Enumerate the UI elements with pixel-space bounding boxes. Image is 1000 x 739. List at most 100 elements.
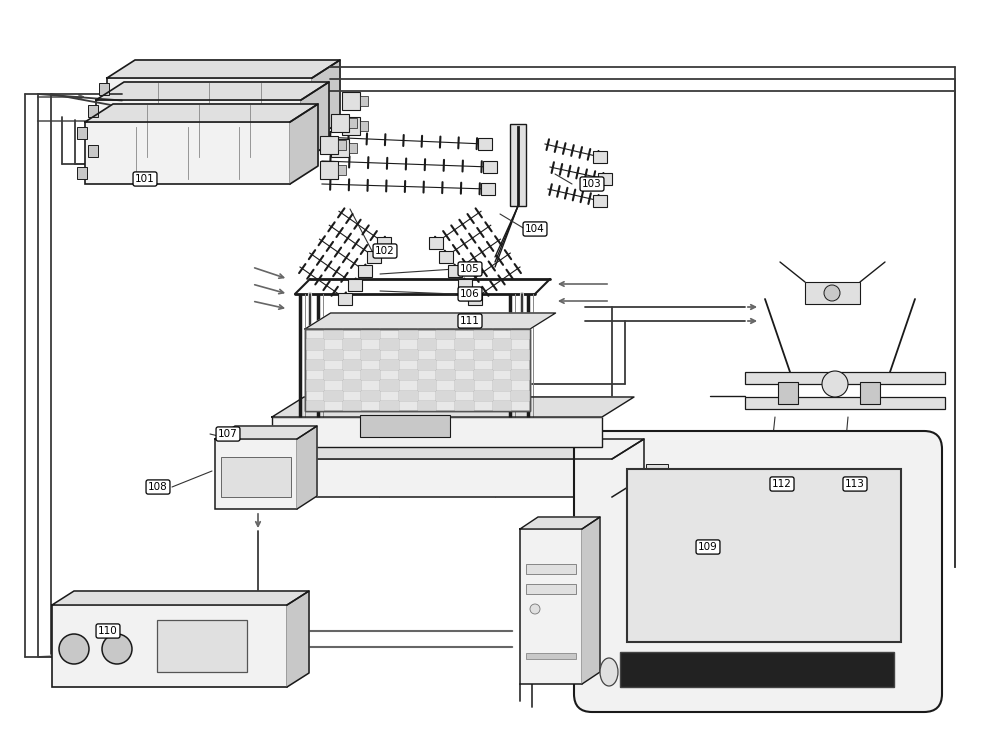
Bar xyxy=(526,584,576,594)
Bar xyxy=(377,236,391,249)
Bar xyxy=(492,339,511,350)
Bar xyxy=(436,329,455,339)
Bar xyxy=(52,605,287,687)
Bar xyxy=(455,360,474,370)
Bar xyxy=(745,372,945,384)
Bar xyxy=(88,145,98,157)
Polygon shape xyxy=(301,82,329,162)
Bar xyxy=(598,173,612,185)
Text: 105: 105 xyxy=(460,264,480,274)
Bar xyxy=(305,360,324,370)
Bar xyxy=(436,350,455,360)
Bar xyxy=(305,401,324,411)
Bar xyxy=(360,96,368,106)
Bar xyxy=(305,339,324,350)
Bar xyxy=(380,381,399,390)
Text: 111: 111 xyxy=(460,316,480,326)
Bar xyxy=(510,124,526,206)
Bar xyxy=(324,390,342,401)
Bar xyxy=(324,350,342,360)
Bar xyxy=(492,381,511,390)
Text: 112: 112 xyxy=(772,479,792,489)
Bar xyxy=(511,329,530,339)
Bar xyxy=(342,92,360,110)
Bar xyxy=(262,459,612,497)
Bar xyxy=(338,293,352,304)
Bar xyxy=(342,360,361,370)
Bar xyxy=(620,652,894,687)
Bar xyxy=(331,139,349,157)
Bar xyxy=(418,381,436,390)
Bar xyxy=(358,265,372,276)
Bar xyxy=(342,401,361,411)
Bar xyxy=(627,469,901,642)
Bar xyxy=(526,653,576,659)
Bar xyxy=(361,350,380,360)
Text: 104: 104 xyxy=(525,224,545,234)
Bar xyxy=(478,138,492,150)
Bar xyxy=(418,401,436,411)
Bar xyxy=(436,370,455,381)
Bar xyxy=(483,161,497,173)
Text: 107: 107 xyxy=(218,429,238,439)
Bar xyxy=(429,236,443,249)
Bar xyxy=(805,282,860,304)
Polygon shape xyxy=(582,517,600,684)
Text: 102: 102 xyxy=(375,246,395,256)
Polygon shape xyxy=(312,60,340,140)
Bar xyxy=(380,339,399,350)
Bar xyxy=(305,381,324,390)
Polygon shape xyxy=(107,60,340,78)
Bar xyxy=(360,121,368,131)
Bar xyxy=(342,339,361,350)
Bar xyxy=(361,390,380,401)
Bar xyxy=(157,620,247,672)
Polygon shape xyxy=(520,517,600,529)
Bar xyxy=(474,370,492,381)
Bar xyxy=(474,390,492,401)
Polygon shape xyxy=(262,439,644,459)
Bar xyxy=(455,339,474,350)
Bar xyxy=(492,360,511,370)
Bar xyxy=(593,151,607,163)
Bar xyxy=(342,117,360,135)
Text: 113: 113 xyxy=(845,479,865,489)
Bar xyxy=(399,350,418,360)
Circle shape xyxy=(530,604,540,614)
Circle shape xyxy=(102,634,132,664)
Bar xyxy=(380,401,399,411)
Circle shape xyxy=(669,469,689,489)
Bar xyxy=(526,564,576,574)
Text: 109: 109 xyxy=(698,542,718,552)
Bar xyxy=(492,401,511,411)
Bar xyxy=(77,127,87,139)
Bar xyxy=(215,439,297,509)
Circle shape xyxy=(59,634,89,664)
Bar xyxy=(349,143,357,153)
Bar xyxy=(455,381,474,390)
Bar xyxy=(778,382,798,404)
Polygon shape xyxy=(215,426,317,439)
FancyBboxPatch shape xyxy=(96,100,301,162)
Bar xyxy=(320,136,338,154)
Bar xyxy=(380,360,399,370)
Bar xyxy=(455,401,474,411)
FancyBboxPatch shape xyxy=(574,431,942,712)
Bar xyxy=(593,195,607,207)
Bar xyxy=(399,390,418,401)
Bar xyxy=(99,83,109,95)
Bar xyxy=(474,329,492,339)
Bar xyxy=(367,251,381,263)
Bar xyxy=(418,339,436,350)
FancyBboxPatch shape xyxy=(107,78,312,140)
Bar xyxy=(439,251,453,263)
FancyBboxPatch shape xyxy=(85,122,290,184)
Polygon shape xyxy=(52,591,309,605)
Polygon shape xyxy=(287,591,309,687)
Bar xyxy=(511,390,530,401)
Bar xyxy=(511,370,530,381)
Polygon shape xyxy=(297,426,317,509)
Ellipse shape xyxy=(600,658,618,686)
Bar xyxy=(361,329,380,339)
Bar xyxy=(418,360,436,370)
